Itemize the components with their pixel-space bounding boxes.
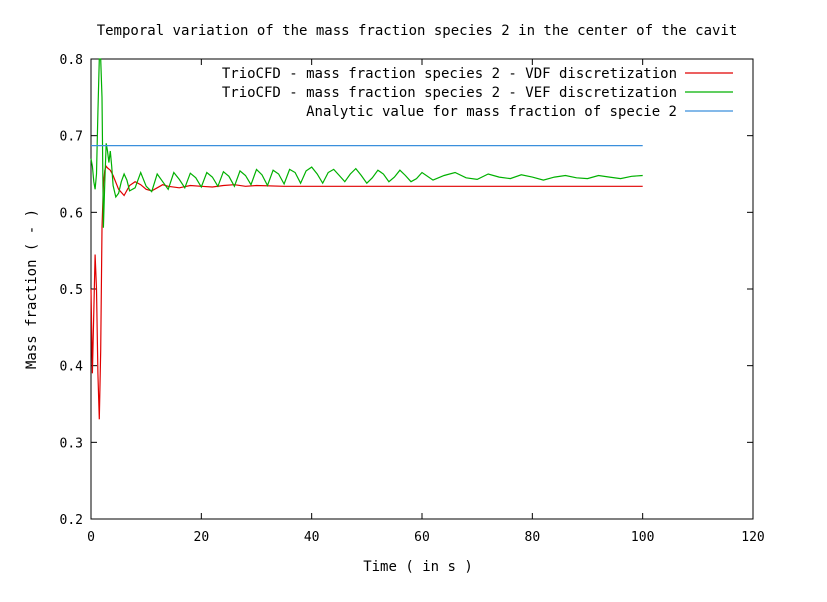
legend-label-3: Analytic value for mass fraction of spec… — [306, 104, 677, 120]
y-tick-label: 0.6 — [60, 206, 83, 221]
x-tick-label: 120 — [741, 530, 764, 545]
x-tick-label: 20 — [194, 530, 210, 545]
y-tick-label: 0.4 — [60, 360, 84, 375]
plot-frame — [90, 58, 754, 520]
series-line-2 — [90, 58, 643, 228]
x-tick-label: 0 — [87, 530, 95, 545]
x-tick-label: 100 — [631, 530, 654, 545]
legend-label-1: TrioCFD - mass fraction species 2 - VDF … — [222, 66, 677, 82]
y-axis-label: Mass fraction ( - ) — [24, 209, 40, 369]
legend: TrioCFD - mass fraction species 2 - VDF … — [222, 66, 733, 120]
axis-ticks: 0 20 40 60 80 100 120 0.2 0.3 0.4 0.5 0.6 0.7 0.8 — [60, 53, 765, 545]
y-tick-label: 0.3 — [60, 436, 83, 451]
series-lines — [90, 58, 643, 420]
series-line-1 — [90, 165, 643, 420]
chart-title: Temporal variation of the mass fraction … — [97, 23, 738, 39]
x-tick-label: 80 — [525, 530, 541, 545]
y-tick-label: 0.7 — [60, 130, 83, 145]
plot-area — [90, 58, 754, 520]
y-tick-label: 0.5 — [60, 283, 83, 298]
y-tick-label: 0.2 — [60, 513, 83, 528]
legend-label-2: TrioCFD - mass fraction species 2 - VEF … — [222, 85, 677, 101]
y-tick-label: 0.8 — [60, 53, 83, 68]
x-tick-label: 60 — [414, 530, 430, 545]
x-axis-label: Time ( in s ) — [363, 559, 473, 575]
x-tick-label: 40 — [304, 530, 320, 545]
